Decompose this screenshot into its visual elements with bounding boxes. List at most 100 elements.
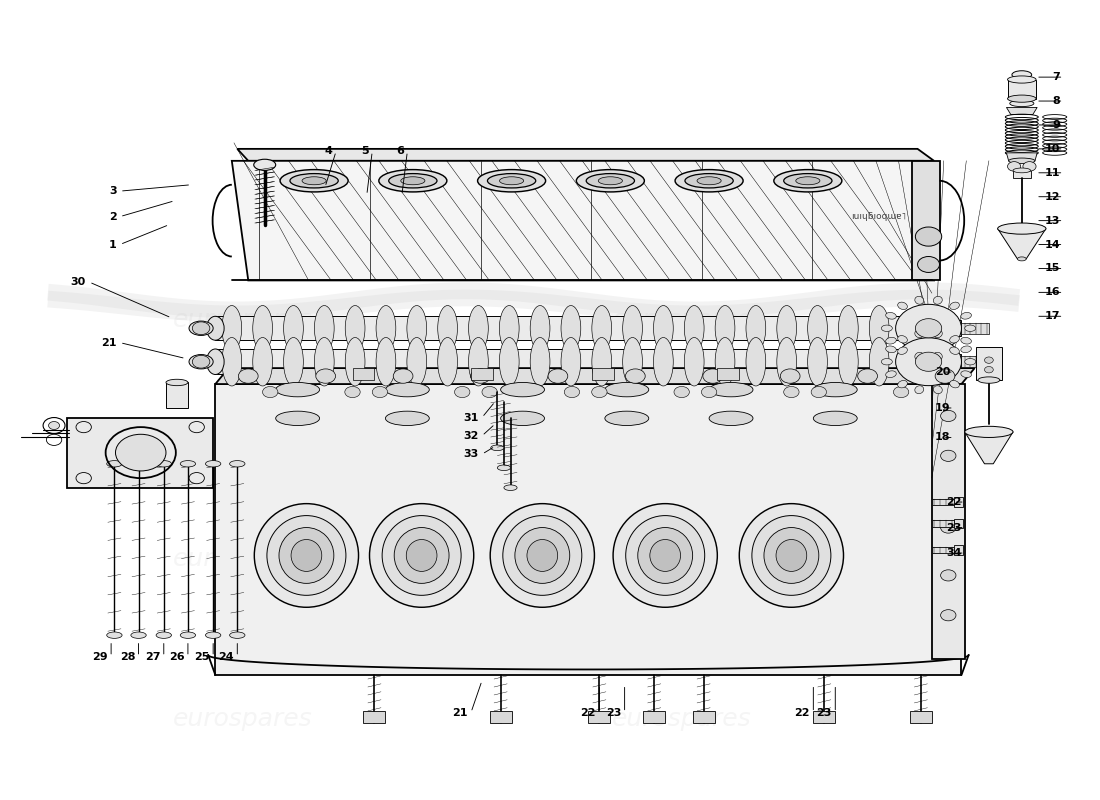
Text: 33: 33 <box>463 450 478 459</box>
Polygon shape <box>490 711 512 723</box>
Text: 18: 18 <box>935 433 950 442</box>
Text: 22: 22 <box>581 707 596 718</box>
Ellipse shape <box>592 306 612 351</box>
Text: ıuıɥƃıoqɯɐ˥: ıuıɥƃıoqɯɐ˥ <box>851 212 906 221</box>
Text: 15: 15 <box>1045 263 1060 274</box>
Polygon shape <box>216 368 975 384</box>
Ellipse shape <box>623 338 642 386</box>
Text: 32: 32 <box>463 431 478 441</box>
Polygon shape <box>910 711 932 723</box>
Text: 3: 3 <box>109 186 117 196</box>
Polygon shape <box>901 320 961 336</box>
Ellipse shape <box>838 338 858 386</box>
Ellipse shape <box>504 485 517 490</box>
Polygon shape <box>932 499 954 506</box>
Ellipse shape <box>1013 168 1031 173</box>
Polygon shape <box>965 432 1013 464</box>
Ellipse shape <box>561 306 581 351</box>
Ellipse shape <box>881 358 892 365</box>
Ellipse shape <box>613 504 717 607</box>
Polygon shape <box>1006 107 1037 114</box>
Ellipse shape <box>290 174 338 188</box>
Ellipse shape <box>180 632 196 638</box>
Ellipse shape <box>915 386 924 394</box>
Polygon shape <box>901 354 961 370</box>
Text: 23: 23 <box>606 707 621 718</box>
Ellipse shape <box>960 313 971 319</box>
Circle shape <box>116 434 166 471</box>
Polygon shape <box>717 368 739 380</box>
Polygon shape <box>238 149 934 161</box>
Ellipse shape <box>267 515 345 595</box>
Ellipse shape <box>499 306 519 351</box>
Ellipse shape <box>407 306 427 351</box>
Text: 23: 23 <box>816 707 832 718</box>
Ellipse shape <box>934 296 943 304</box>
Polygon shape <box>363 711 385 723</box>
Polygon shape <box>216 384 961 675</box>
Ellipse shape <box>491 504 594 607</box>
Ellipse shape <box>503 515 582 595</box>
Circle shape <box>393 369 412 383</box>
Circle shape <box>48 422 59 430</box>
Ellipse shape <box>623 306 642 351</box>
Ellipse shape <box>530 338 550 386</box>
Ellipse shape <box>605 382 649 397</box>
Text: 22: 22 <box>946 497 961 507</box>
Circle shape <box>482 386 497 398</box>
Circle shape <box>316 369 336 383</box>
Polygon shape <box>932 384 965 659</box>
Bar <box>976 346 1002 380</box>
Circle shape <box>984 366 993 373</box>
Circle shape <box>893 386 909 398</box>
Ellipse shape <box>813 411 857 426</box>
Ellipse shape <box>934 330 943 338</box>
Ellipse shape <box>886 371 896 378</box>
Ellipse shape <box>499 177 524 185</box>
Ellipse shape <box>1008 95 1036 102</box>
Text: 2: 2 <box>109 212 117 222</box>
Ellipse shape <box>280 170 348 192</box>
Polygon shape <box>954 518 962 528</box>
Ellipse shape <box>230 461 245 467</box>
Polygon shape <box>932 546 954 553</box>
Ellipse shape <box>180 461 196 467</box>
Polygon shape <box>216 349 901 374</box>
Text: eurospares: eurospares <box>173 308 312 332</box>
Text: 1: 1 <box>109 239 117 250</box>
Text: 29: 29 <box>92 652 108 662</box>
Polygon shape <box>67 418 213 488</box>
Ellipse shape <box>222 338 242 386</box>
Ellipse shape <box>491 445 504 450</box>
Ellipse shape <box>869 338 889 386</box>
Circle shape <box>192 322 210 334</box>
Circle shape <box>915 352 942 371</box>
Ellipse shape <box>385 382 429 397</box>
Circle shape <box>915 227 942 246</box>
Ellipse shape <box>500 382 544 397</box>
Ellipse shape <box>684 338 704 386</box>
Ellipse shape <box>254 504 359 607</box>
Ellipse shape <box>376 306 396 351</box>
Polygon shape <box>471 368 493 380</box>
Polygon shape <box>961 356 989 367</box>
Ellipse shape <box>345 306 365 351</box>
Polygon shape <box>998 229 1046 259</box>
Ellipse shape <box>469 338 488 386</box>
Ellipse shape <box>715 306 735 351</box>
Ellipse shape <box>965 358 976 365</box>
Ellipse shape <box>710 382 754 397</box>
Circle shape <box>454 386 470 398</box>
Text: eurospares: eurospares <box>173 707 312 731</box>
Bar <box>1008 79 1036 98</box>
Ellipse shape <box>254 159 276 170</box>
Ellipse shape <box>370 504 474 607</box>
Ellipse shape <box>276 382 320 397</box>
Text: 17: 17 <box>1045 311 1060 322</box>
Text: 12: 12 <box>1045 192 1060 202</box>
Circle shape <box>471 369 491 383</box>
Ellipse shape <box>292 539 322 571</box>
Circle shape <box>940 570 956 581</box>
Circle shape <box>592 386 607 398</box>
Circle shape <box>780 369 800 383</box>
